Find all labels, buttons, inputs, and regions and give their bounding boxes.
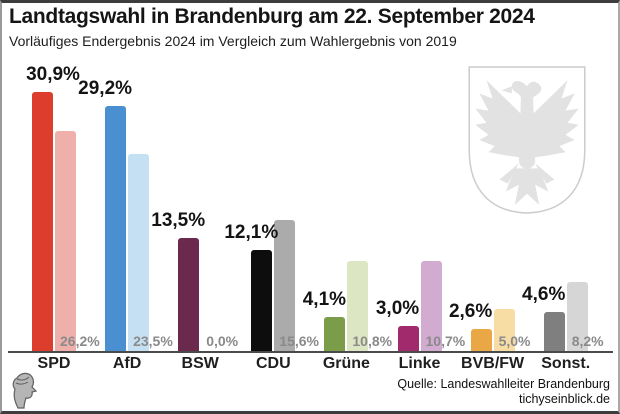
page-subtitle: Vorläufiges Endergebnis 2024 im Vergleic… [9, 33, 457, 49]
value-label-2019-afd: 23,5% [133, 333, 173, 349]
value-label-2024-cdu: 12,1% [224, 221, 279, 243]
bar-linke-2024 [397, 325, 419, 351]
value-label-2024-spd: 30,9% [26, 64, 80, 86]
value-label-2024-bsw: 13,5% [151, 209, 206, 231]
bar-cdu-2019 [274, 220, 296, 351]
value-label-2024-afd: 29,2% [78, 78, 133, 100]
value-label-2019-bvb-fw: 5,0% [498, 333, 531, 349]
page-title: Landtagswahl in Brandenburg am 22. Septe… [9, 5, 535, 28]
value-label-2019-cdu: 15,6% [279, 333, 319, 349]
value-label-2019-grüne: 10,8% [352, 333, 393, 349]
party-label-linke: Linke [398, 355, 441, 372]
bar-grüne-2019 [347, 260, 369, 351]
value-label-2019-sonst: 8,2% [571, 333, 604, 349]
bar-chart-area: 30,9% 26,2% 29,2% 23,5% 13,5% 0,0% 12,1% 15,6% 4… [26, 64, 604, 351]
value-label-2019-spd: 26,2% [60, 333, 100, 349]
bar-grüne-2024 [324, 316, 346, 351]
bar-afd-2024 [105, 106, 127, 351]
party-label-spd: SPD [37, 355, 71, 372]
bar-cdu-2024 [251, 249, 273, 351]
bar-spd-2024 [32, 92, 53, 351]
value-label-2024-linke: 3,0% [375, 297, 420, 319]
bar-sonst-2019 [566, 282, 588, 351]
x-axis-line [8, 351, 613, 353]
brandenburg-eagle-crest-icon [468, 66, 586, 214]
party-label-bvb-fw: BVB/FW [461, 355, 525, 372]
value-label-2024-bvb-fw: 2,6% [448, 301, 493, 323]
bar-bvb-fw-2024 [470, 329, 492, 351]
value-label-2024-grüne: 4,1% [302, 288, 347, 310]
bar-sonst-2024 [543, 312, 565, 351]
bar-bsw-2024 [178, 237, 200, 351]
bar-spd-2019 [55, 131, 76, 351]
value-label-2019-linke: 10,7% [425, 333, 466, 349]
party-label-cdu: CDU [255, 355, 291, 372]
bar-bvb-fw-2019 [493, 309, 515, 351]
bar-afd-2019 [128, 154, 150, 351]
party-label-sonst: Sonst. [541, 355, 591, 372]
party-label-bsw: BSW [181, 355, 219, 372]
value-label-2024-sonst: 4,6% [522, 284, 566, 306]
source-credit: Quelle: Landeswahlleiter Brandenburg tic… [397, 377, 610, 407]
party-label-afd: AfD [112, 355, 142, 372]
party-label-grüne: Grüne [322, 355, 370, 372]
source-line: Quelle: Landeswahlleiter Brandenburg [397, 377, 610, 391]
tichys-einblick-head-logo-icon [12, 372, 38, 409]
value-label-2019-bsw: 0,0% [206, 333, 239, 349]
website-credit: tichyseinblick.de [518, 392, 610, 406]
bar-linke-2019 [420, 261, 442, 351]
